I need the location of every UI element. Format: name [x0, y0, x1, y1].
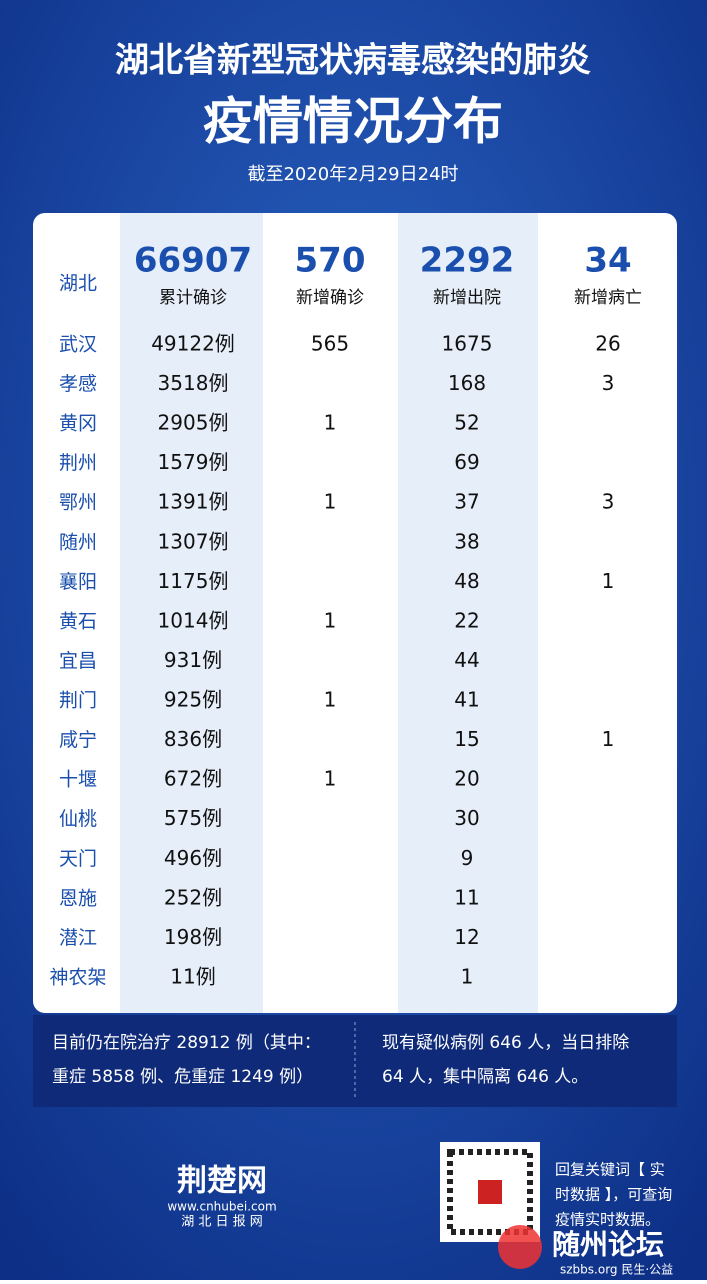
cell: 496例 [164, 846, 222, 870]
cell: 3518例 [158, 371, 229, 395]
column-stripe [398, 213, 538, 1013]
cell: 3 [602, 490, 615, 514]
cell: 565 [311, 332, 349, 356]
title-line: 疫情情况分布 [203, 93, 503, 151]
region-label: 仙桃 [59, 808, 97, 830]
cell: 1 [324, 411, 337, 435]
region-label: 随州 [59, 531, 97, 553]
cell: 11例 [170, 964, 215, 988]
summary-label: 新增病亡 [574, 288, 642, 308]
cell: 931例 [164, 648, 222, 672]
cell: 1 [324, 490, 337, 514]
cell: 1675 [442, 332, 493, 356]
cell: 3 [602, 371, 615, 395]
qr-pattern [447, 1149, 533, 1235]
cell: 2905例 [158, 411, 229, 435]
cell: 1 [602, 727, 615, 751]
note-line: 重症 5858 例、危重症 1249 例） [52, 1067, 313, 1087]
cell: 41 [454, 688, 479, 712]
cell: 20 [454, 767, 479, 791]
summary-label: 累计确诊 [159, 288, 227, 308]
logo: 荆楚网 [177, 1164, 267, 1199]
brand: 湖 北 日 报 网 [181, 1215, 263, 1230]
cell: 12 [454, 925, 479, 949]
qr-text-line: 时数据 】，可查询 [555, 1186, 672, 1204]
region-label: 黄冈 [59, 413, 97, 435]
region-label: 咸宁 [59, 729, 97, 751]
cell: 1 [324, 767, 337, 791]
cell: 198例 [164, 925, 222, 949]
region-label: 襄阳 [59, 571, 97, 593]
note-line: 现有疑似病例 646 人，当日排除 [382, 1033, 629, 1053]
cell: 1014例 [158, 608, 229, 632]
cell: 1 [602, 569, 615, 593]
summary-value: 66907 [134, 241, 252, 281]
cell: 38 [454, 529, 479, 553]
date: 截至2020年2月29日24时 [247, 164, 458, 185]
region-label: 孝感 [59, 373, 97, 395]
cell: 1 [461, 964, 474, 988]
cell: 37 [454, 490, 479, 514]
cell: 925例 [164, 688, 222, 712]
cell: 1579例 [158, 450, 229, 474]
cell: 168 [448, 371, 486, 395]
summary-value: 34 [584, 241, 631, 281]
region-label: 潜江 [59, 927, 97, 949]
cell: 9 [461, 846, 474, 870]
cell: 11 [454, 885, 479, 909]
cell: 1391例 [158, 490, 229, 514]
cell: 1 [324, 688, 337, 712]
cell: 1307例 [158, 529, 229, 553]
cell: 44 [454, 648, 479, 672]
region-label: 宜昌 [59, 650, 97, 672]
qr-logo [478, 1180, 502, 1204]
watermark-icon [498, 1225, 542, 1269]
cell: 15 [454, 727, 479, 751]
cell: 1 [324, 608, 337, 632]
qr-text-line: 疫情实时数据。 [555, 1211, 660, 1229]
summary-label: 新增出院 [433, 288, 501, 308]
cell: 52 [454, 411, 479, 435]
region-label: 黄石 [59, 610, 97, 632]
qr-text-line: 回复关键词【 实 [555, 1161, 665, 1179]
cell: 69 [454, 450, 479, 474]
region-label: 鄂州 [59, 492, 97, 514]
cell: 22 [454, 608, 479, 632]
cell: 672例 [164, 767, 222, 791]
cell: 30 [454, 806, 479, 830]
region-label: 十堰 [59, 769, 97, 791]
region-label: 武汉 [59, 334, 97, 356]
cell: 26 [595, 332, 620, 356]
region-label: 恩施 [59, 887, 97, 909]
region-label: 神农架 [49, 966, 106, 988]
notes: 目前仍在院治疗 28912 例（其中： 重症 5858 例、危重症 1249 例）… [52, 1033, 629, 1087]
site: www.cnhubei.com [167, 1200, 276, 1214]
cell: 1175例 [158, 569, 229, 593]
cell: 575例 [164, 806, 222, 830]
region-label: 荆州 [59, 452, 97, 474]
note-line: 目前仍在院治疗 28912 例（其中： [52, 1033, 321, 1053]
title-line: 湖北省新型冠状病毒感染的肺炎 [115, 41, 591, 81]
summary-value: 2292 [420, 241, 515, 281]
cell: 49122例 [151, 332, 235, 356]
cell: 836例 [164, 727, 222, 751]
watermark-sub: szbbs.org 民生·公益 [560, 1263, 673, 1277]
column-stripe [120, 213, 263, 1013]
region-label: 天门 [59, 848, 97, 870]
summary-label: 新增确诊 [296, 288, 364, 308]
note-line: 64 人，集中隔离 646 人。 [382, 1067, 588, 1087]
summary-value: 570 [295, 241, 366, 281]
cell: 48 [454, 569, 479, 593]
region-label: 荆门 [59, 690, 97, 712]
region-label: 湖北 [59, 273, 97, 295]
watermark: 随州论坛 [552, 1228, 664, 1261]
cell: 252例 [164, 885, 222, 909]
